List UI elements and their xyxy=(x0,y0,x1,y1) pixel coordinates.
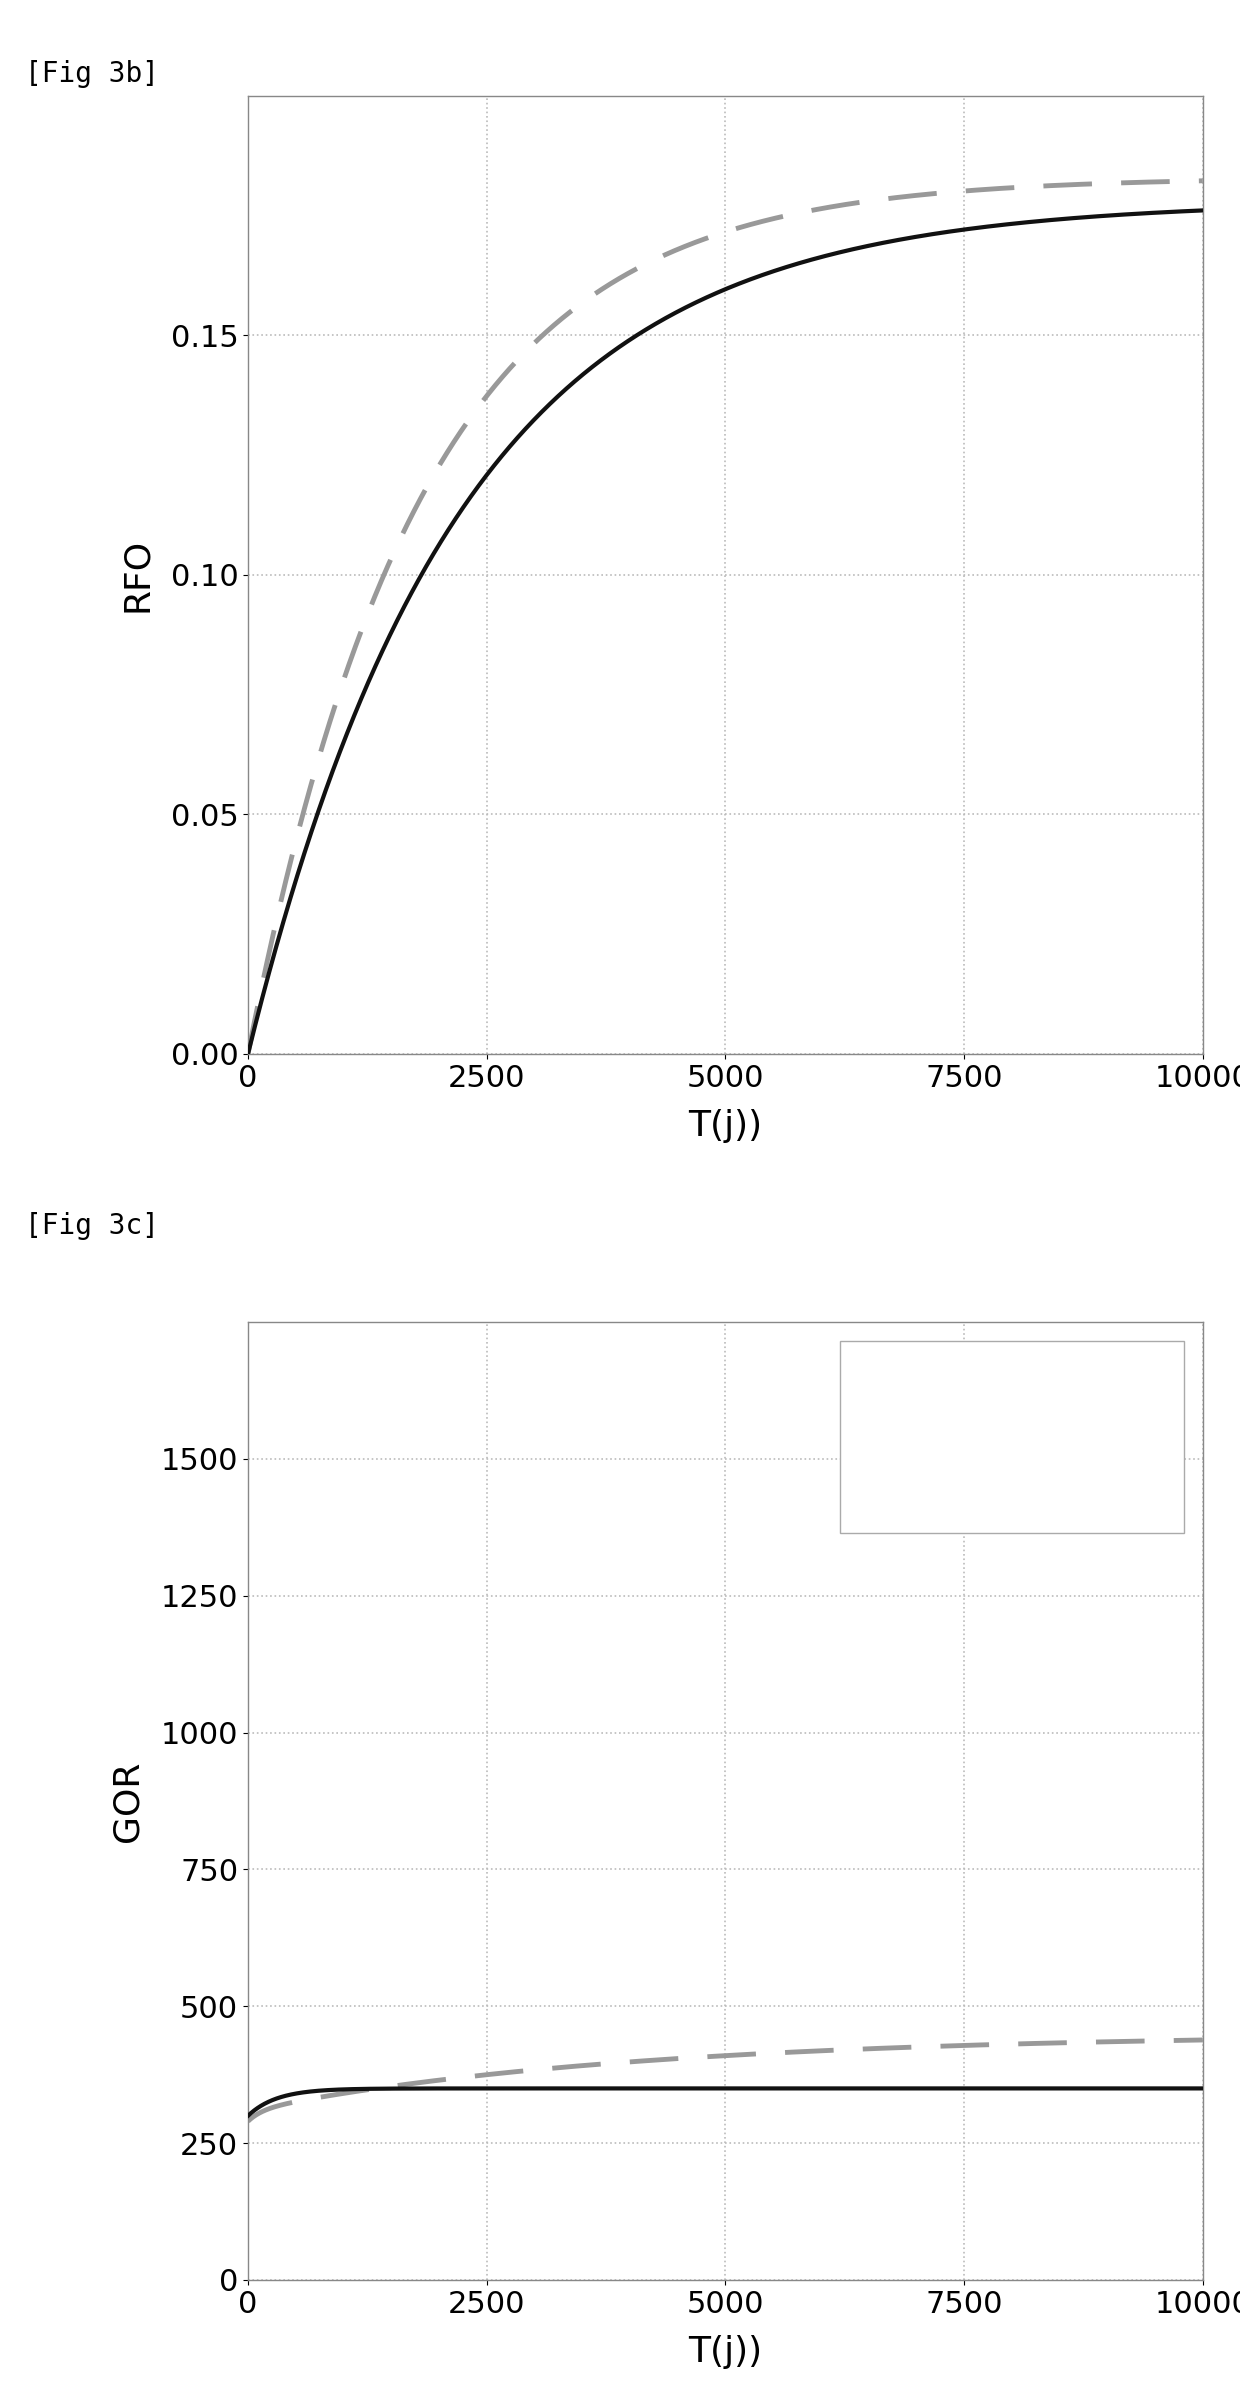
X-axis label: T(j)): T(j)) xyxy=(688,2335,763,2369)
Text: [Fig 3c]: [Fig 3c] xyxy=(25,1212,159,1241)
Y-axis label: RFO: RFO xyxy=(120,538,154,612)
Text: [Fig 3b]: [Fig 3b] xyxy=(25,60,159,89)
X-axis label: T(j)): T(j)) xyxy=(688,1109,763,1142)
FancyBboxPatch shape xyxy=(839,1342,1184,1534)
Y-axis label: GOR: GOR xyxy=(110,1759,144,1841)
